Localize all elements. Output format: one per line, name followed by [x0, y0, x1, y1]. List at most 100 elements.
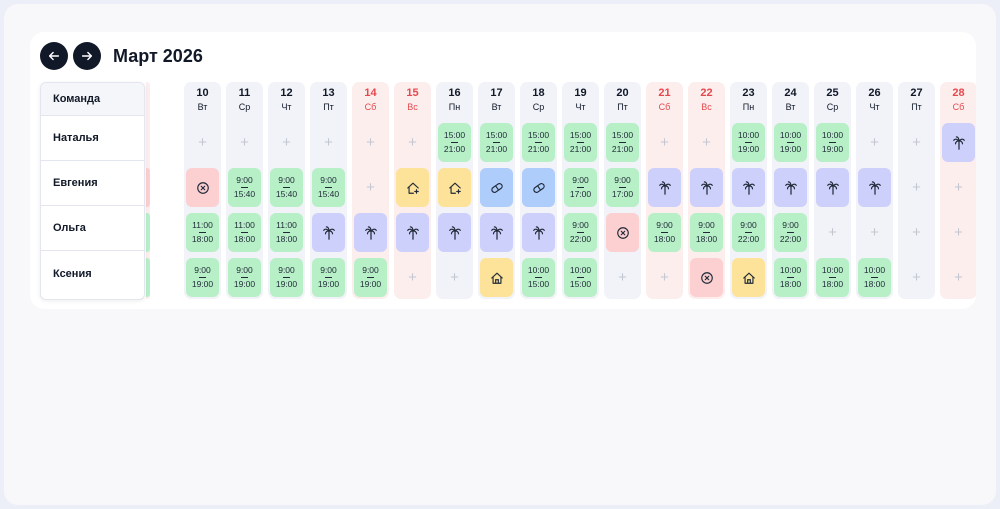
shift-cell[interactable]: 10:00 18:00: [774, 258, 807, 297]
add-shift-button[interactable]: +: [900, 123, 933, 162]
shift-cell[interactable]: 9:00 19:00: [354, 258, 387, 297]
shift-cell[interactable]: 9:00 19:00: [312, 258, 345, 297]
add-shift-button[interactable]: +: [354, 168, 387, 207]
day-weekday: Пн: [448, 102, 461, 112]
add-shift-button[interactable]: +: [900, 213, 933, 252]
shift-end: 17:00: [611, 189, 634, 199]
shift-cell[interactable]: 9:00 15:40: [270, 168, 303, 207]
sick-cell[interactable]: [522, 168, 555, 207]
add-shift-button[interactable]: +: [396, 258, 429, 297]
shift-cell[interactable]: 9:00 19:00: [228, 258, 261, 297]
shift-end: 21:00: [569, 144, 592, 154]
vacation-cell[interactable]: [858, 168, 891, 207]
next-month-button[interactable]: [73, 42, 101, 70]
add-shift-button[interactable]: +: [858, 123, 891, 162]
prev-month-button[interactable]: [40, 42, 68, 70]
shift-cell[interactable]: 9:00 19:00: [270, 258, 303, 297]
team-member-row[interactable]: Ксения: [41, 251, 144, 296]
add-shift-button[interactable]: +: [942, 213, 975, 252]
shift-cell[interactable]: 9:00 18:00: [690, 213, 723, 252]
shift-cell[interactable]: 11:00 18:00: [228, 213, 261, 252]
absent-cell[interactable]: [690, 258, 723, 297]
shift-cell[interactable]: 10:00 19:00: [774, 123, 807, 162]
add-shift-button[interactable]: +: [228, 123, 261, 162]
add-shift-button[interactable]: +: [354, 123, 387, 162]
shift-cell[interactable]: 11:00 18:00: [186, 213, 219, 252]
shift-cell[interactable]: 9:00 22:00: [774, 213, 807, 252]
vacation-cell[interactable]: [816, 168, 849, 207]
office-cell[interactable]: [732, 258, 765, 297]
shift-dash: [745, 232, 752, 233]
add-shift-button[interactable]: +: [606, 258, 639, 297]
team-member-row[interactable]: Евгения: [41, 161, 144, 206]
absent-cell[interactable]: [186, 168, 219, 207]
add-shift-button[interactable]: +: [816, 213, 849, 252]
add-shift-button[interactable]: +: [942, 168, 975, 207]
team-member-row[interactable]: Ольга: [41, 206, 144, 251]
shift-end: 19:00: [233, 279, 256, 289]
shift-cell[interactable]: 9:00 19:00: [186, 258, 219, 297]
office-cell[interactable]: [480, 258, 513, 297]
shift-cell[interactable]: 15:00 21:00: [522, 123, 555, 162]
absent-cell[interactable]: [146, 168, 150, 207]
shift-cell[interactable]: 9:00 17:00: [564, 168, 597, 207]
shift-cell[interactable]: 10:00 15:00: [564, 258, 597, 297]
day-number: 27: [910, 87, 923, 99]
vacation-cell[interactable]: [942, 123, 975, 162]
vacation-cell[interactable]: [396, 213, 429, 252]
vacation-cell[interactable]: [690, 168, 723, 207]
add-shift-button[interactable]: +: [438, 258, 471, 297]
vacation-cell[interactable]: [438, 213, 471, 252]
vacation-cell[interactable]: [480, 213, 513, 252]
add-shift-button[interactable]: +: [396, 123, 429, 162]
shift-cell[interactable]: 9:00 15:40: [228, 168, 261, 207]
shift-cell[interactable]: 9:00 15:40: [312, 168, 345, 207]
day-weekday: Сб: [364, 102, 377, 112]
sick-cell[interactable]: [480, 168, 513, 207]
shift-cell[interactable]: 15:00 21:00: [480, 123, 513, 162]
remote-cell[interactable]: [438, 168, 471, 207]
shift-cell[interactable]: [146, 213, 150, 252]
day-column: 28 Сб + + +: [940, 82, 976, 299]
shift-dash: [451, 142, 458, 143]
shift-cell[interactable]: 15:00 21:00: [564, 123, 597, 162]
add-shift-button[interactable]: +: [312, 123, 345, 162]
shift-cell[interactable]: [146, 258, 150, 297]
vacation-cell[interactable]: [648, 168, 681, 207]
add-shift-button[interactable]: +: [900, 168, 933, 207]
remote-cell[interactable]: [396, 168, 429, 207]
add-shift-button[interactable]: +: [186, 123, 219, 162]
vacation-cell[interactable]: [522, 213, 555, 252]
add-shift-button[interactable]: +: [900, 258, 933, 297]
day-number: 11: [238, 87, 251, 99]
shift-cell[interactable]: 15:00 21:00: [438, 123, 471, 162]
shift-cell[interactable]: 15:00 21:00: [606, 123, 639, 162]
shift-cell[interactable]: 11:00 18:00: [270, 213, 303, 252]
plus-icon: +: [408, 269, 417, 286]
add-shift-button[interactable]: +: [648, 258, 681, 297]
shift-cell[interactable]: 9:00 22:00: [732, 213, 765, 252]
shift-start: 10:00: [737, 130, 760, 140]
vacation-cell[interactable]: [312, 213, 345, 252]
add-shift-button[interactable]: +: [270, 123, 303, 162]
add-shift-button[interactable]: +: [690, 123, 723, 162]
shift-cell[interactable]: 10:00 15:00: [522, 258, 555, 297]
add-shift-button[interactable]: +: [648, 123, 681, 162]
shift-cell[interactable]: 10:00 18:00: [858, 258, 891, 297]
add-shift-button[interactable]: +: [942, 258, 975, 297]
absent-cell[interactable]: [606, 213, 639, 252]
add-shift-button[interactable]: +: [858, 213, 891, 252]
shift-cell[interactable]: 10:00 19:00: [816, 123, 849, 162]
shift-cell[interactable]: 10:00 18:00: [816, 258, 849, 297]
team-member-row[interactable]: Наталья: [41, 116, 144, 161]
vacation-cell[interactable]: [354, 213, 387, 252]
vacation-cell[interactable]: [774, 168, 807, 207]
shift-start: 9:00: [656, 220, 673, 230]
day-column: 16 Пн 15:00 21:00 +: [436, 82, 473, 299]
shift-cell[interactable]: 9:00 22:00: [564, 213, 597, 252]
vacation-cell[interactable]: [732, 168, 765, 207]
shift-cell[interactable]: 10:00 19:00: [732, 123, 765, 162]
shift-start: 11:00: [234, 220, 255, 230]
shift-cell[interactable]: 9:00 18:00: [648, 213, 681, 252]
shift-cell[interactable]: 9:00 17:00: [606, 168, 639, 207]
